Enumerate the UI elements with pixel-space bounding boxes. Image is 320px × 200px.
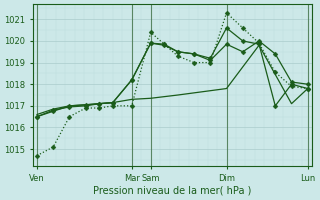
- X-axis label: Pression niveau de la mer( hPa ): Pression niveau de la mer( hPa ): [93, 186, 252, 196]
